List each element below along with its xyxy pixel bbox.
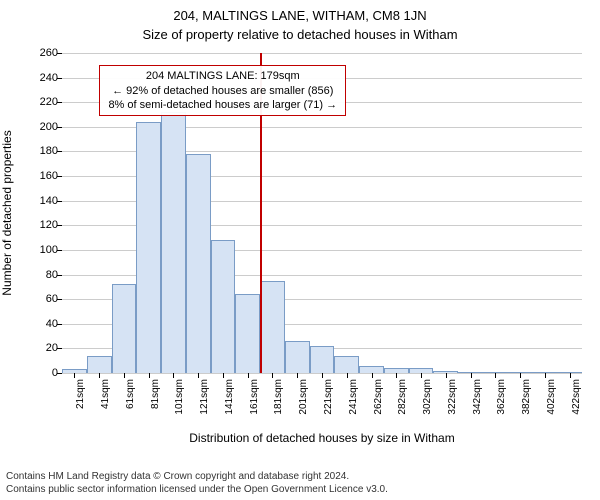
x-tick-mark [495, 373, 496, 378]
x-tick-mark [198, 373, 199, 378]
y-tick-label: 80 [46, 269, 62, 281]
x-tick-label: 382sqm [516, 379, 532, 415]
x-tick-label: 342sqm [467, 379, 483, 415]
x-tick-mark [99, 373, 100, 378]
x-tick-mark [421, 373, 422, 378]
x-tick-mark [173, 373, 174, 378]
x-tick-label: 61sqm [120, 379, 136, 409]
y-tick-label: 0 [52, 367, 62, 379]
y-tick-label: 20 [46, 342, 62, 354]
chart-title: Size of property relative to detached ho… [0, 23, 600, 42]
x-tick-mark [520, 373, 521, 378]
x-tick-label: 362sqm [491, 379, 507, 415]
x-tick-label: 221sqm [318, 379, 334, 415]
y-tick-label: 160 [40, 170, 62, 182]
histogram-bar [186, 154, 211, 373]
x-tick-label: 282sqm [392, 379, 408, 415]
y-tick-label: 40 [46, 318, 62, 330]
histogram-bar [285, 341, 310, 373]
footer-line-2: Contains public sector information licen… [6, 484, 594, 497]
x-tick-mark [272, 373, 273, 378]
x-tick-label: 422sqm [566, 379, 582, 415]
x-tick-mark [446, 373, 447, 378]
x-tick-label: 302sqm [417, 379, 433, 415]
y-tick-label: 180 [40, 145, 62, 157]
x-tick-mark [74, 373, 75, 378]
histogram-bar [310, 346, 335, 373]
x-tick-mark [322, 373, 323, 378]
histogram-bar [260, 281, 285, 373]
x-tick-mark [149, 373, 150, 378]
histogram-bar [235, 294, 260, 373]
y-tick-label: 140 [40, 195, 62, 207]
y-tick-label: 120 [40, 219, 62, 231]
x-tick-label: 121sqm [194, 379, 210, 415]
annotation-line-2: ← 92% of detached houses are smaller (85… [108, 84, 337, 98]
x-tick-label: 402sqm [541, 379, 557, 415]
x-tick-label: 322sqm [442, 379, 458, 415]
histogram-bar [112, 284, 137, 373]
x-tick-label: 181sqm [268, 379, 284, 415]
footer-line-1: Contains HM Land Registry data © Crown c… [6, 471, 594, 484]
x-tick-mark [248, 373, 249, 378]
y-tick-label: 200 [40, 121, 62, 133]
x-tick-label: 81sqm [145, 379, 161, 409]
x-tick-mark [372, 373, 373, 378]
annotation-box: 204 MALTINGS LANE: 179sqm← 92% of detach… [99, 65, 346, 116]
chart-stage: 0 20 40 60 80 100 120 140 160 180 200 220 240 260 21sq… [0, 45, 600, 460]
x-tick-mark [545, 373, 546, 378]
annotation-line-3: 8% of semi-detached houses are larger (7… [108, 98, 337, 112]
histogram-bar [136, 122, 161, 373]
plot-area: 02040608010012014016018020022024026021sq… [62, 53, 582, 374]
footer-attribution: Contains HM Land Registry data © Crown c… [6, 471, 594, 496]
annotation-line-1: 204 MALTINGS LANE: 179sqm [108, 69, 337, 83]
histogram-bar [87, 356, 112, 373]
y-tick-label: 260 [40, 47, 62, 59]
x-tick-label: 141sqm [219, 379, 235, 415]
gridline [62, 53, 582, 54]
chart-supertitle: 204, MALTINGS LANE, WITHAM, CM8 1JN [0, 0, 600, 23]
x-tick-mark [297, 373, 298, 378]
histogram-bar [359, 366, 384, 373]
x-tick-label: 21sqm [70, 379, 86, 409]
x-tick-mark [570, 373, 571, 378]
x-tick-mark [471, 373, 472, 378]
x-axis-title: Distribution of detached houses by size … [62, 431, 582, 445]
x-tick-label: 41sqm [95, 379, 111, 409]
histogram-bar [334, 356, 359, 373]
y-tick-label: 60 [46, 293, 62, 305]
x-tick-label: 101sqm [169, 379, 185, 415]
x-tick-label: 201sqm [293, 379, 309, 415]
x-tick-mark [347, 373, 348, 378]
y-tick-label: 240 [40, 72, 62, 84]
x-tick-label: 241sqm [343, 379, 359, 415]
y-tick-label: 100 [40, 244, 62, 256]
y-tick-label: 220 [40, 96, 62, 108]
x-tick-mark [124, 373, 125, 378]
y-axis-title: Number of detached properties [0, 130, 14, 295]
x-tick-label: 161sqm [244, 379, 260, 415]
histogram-bar [211, 240, 236, 373]
x-tick-mark [223, 373, 224, 378]
histogram-bar [161, 112, 186, 373]
x-tick-mark [396, 373, 397, 378]
x-tick-label: 262sqm [368, 379, 384, 415]
